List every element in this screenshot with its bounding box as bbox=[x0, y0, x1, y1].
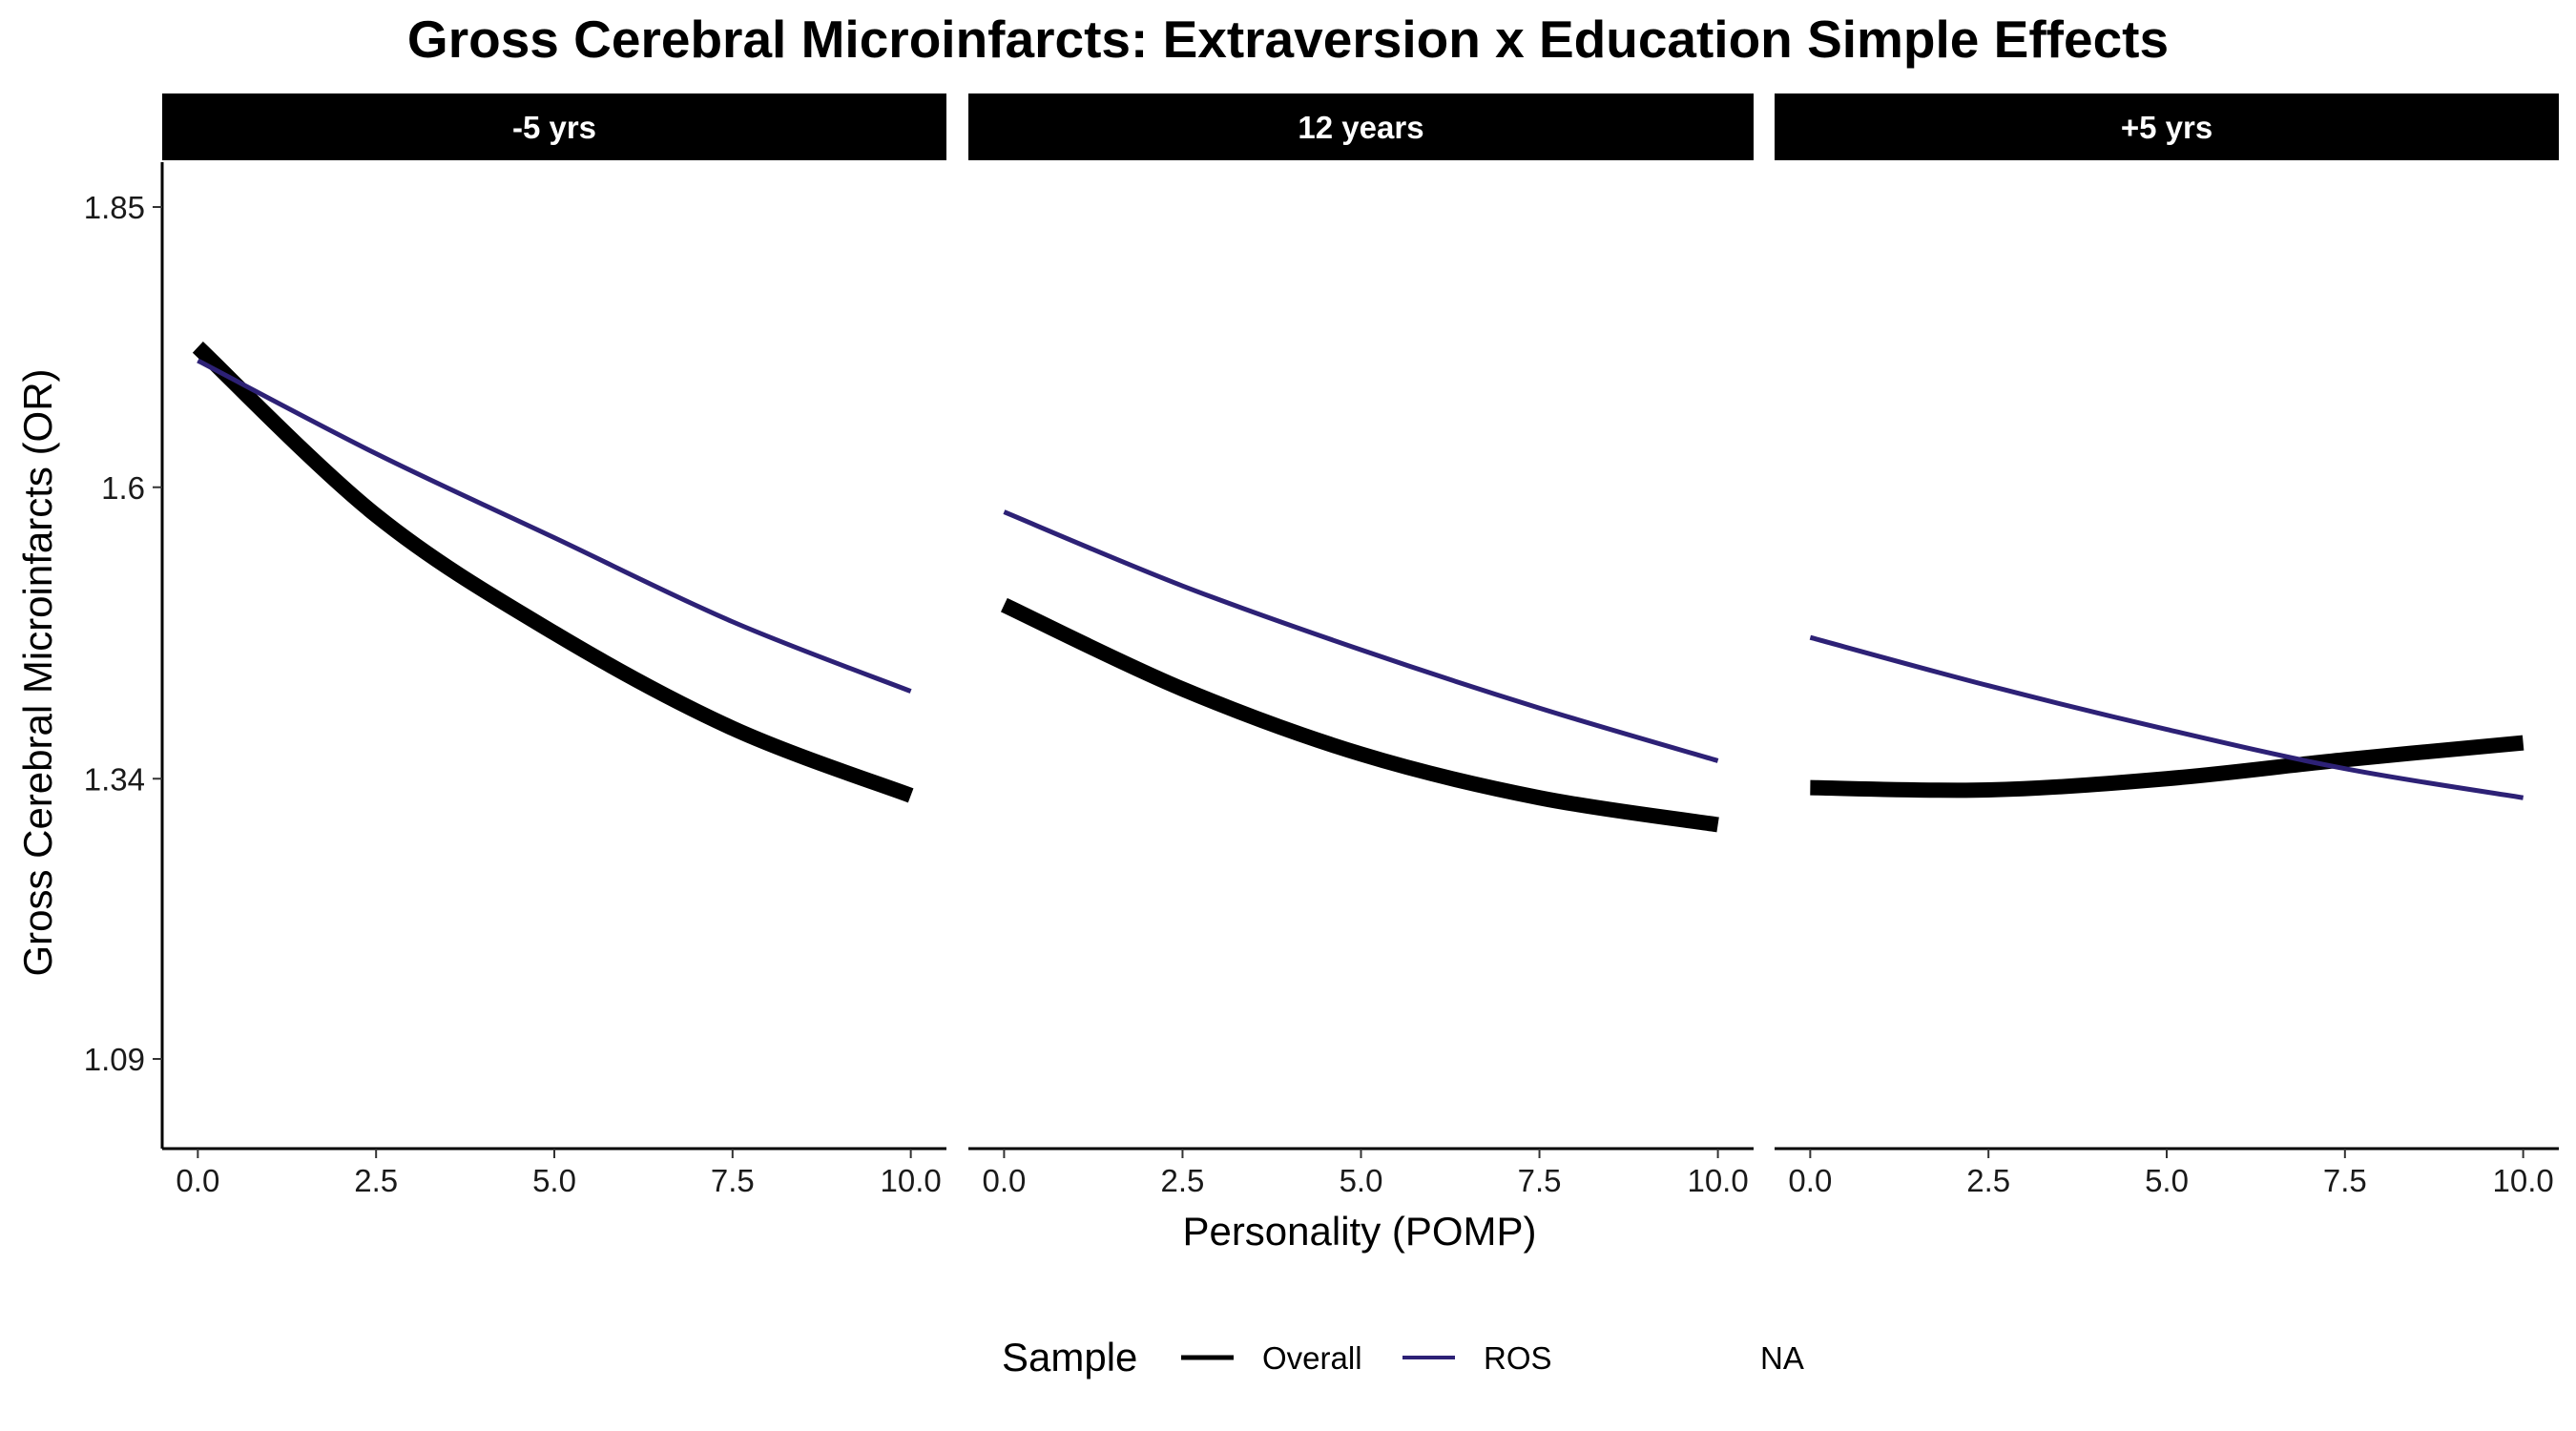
facet-strip-label: -5 yrs bbox=[512, 110, 596, 145]
y-tick-label: 1.09 bbox=[84, 1042, 145, 1077]
x-tick-label: 5.0 bbox=[532, 1163, 576, 1198]
x-tick-label: 7.5 bbox=[1518, 1163, 1562, 1198]
legend-label: Overall bbox=[1262, 1340, 1362, 1376]
facet-strip bbox=[968, 93, 1754, 160]
legend: Sample Overall ROS NA bbox=[1002, 1335, 1804, 1379]
legend-label: ROS bbox=[1484, 1340, 1552, 1376]
x-tick-label: 0.0 bbox=[176, 1163, 219, 1198]
legend-title: Sample bbox=[1002, 1335, 1137, 1379]
x-tick-label: 10.0 bbox=[881, 1163, 942, 1198]
x-tick-label: 10.0 bbox=[2493, 1163, 2554, 1198]
y-axis-title: Gross Cerebral Microinfarcts (OR) bbox=[15, 368, 60, 976]
x-tick-label: 7.5 bbox=[711, 1163, 755, 1198]
series-line-overall bbox=[1000, 597, 1719, 833]
panel-3: +5 yrs 0.0 2.5 5.0 7.5 10.0 bbox=[1775, 93, 2559, 1198]
series-line-ros bbox=[1809, 634, 2524, 800]
panel-1: -5 yrs 0.0 2.5 5.0 7.5 10.0 bbox=[162, 93, 946, 1198]
facet-strip-label: 12 years bbox=[1298, 110, 1423, 145]
panel-2: 12 years 0.0 2.5 5.0 7.5 10.0 bbox=[968, 93, 1754, 1198]
x-tick-label: 2.5 bbox=[1161, 1163, 1205, 1198]
x-tick-label: 7.5 bbox=[2323, 1163, 2367, 1198]
facet-strip bbox=[162, 93, 946, 160]
series-line-ros bbox=[197, 358, 912, 694]
x-tick-label: 5.0 bbox=[2145, 1163, 2189, 1198]
x-axis-title: Personality (POMP) bbox=[1182, 1209, 1536, 1254]
chart-title: Gross Cerebral Microinfarcts: Extraversi… bbox=[407, 10, 2169, 69]
x-tick-label: 10.0 bbox=[1687, 1163, 1748, 1198]
y-axis: 1.09 1.34 1.6 1.85 bbox=[84, 162, 164, 1149]
x-tick-label: 5.0 bbox=[1340, 1163, 1383, 1198]
y-tick-label: 1.85 bbox=[84, 190, 145, 225]
legend-label: NA bbox=[1760, 1340, 1804, 1376]
x-tick-label: 0.0 bbox=[982, 1163, 1026, 1198]
series-line-overall bbox=[1810, 735, 2524, 798]
y-tick-label: 1.6 bbox=[101, 470, 145, 506]
facet-strip-label: +5 yrs bbox=[2121, 110, 2212, 145]
y-tick-label: 1.34 bbox=[84, 761, 145, 797]
series-line-ros bbox=[1003, 509, 1719, 763]
x-tick-label: 2.5 bbox=[1966, 1163, 2010, 1198]
panels: -5 yrs 0.0 2.5 5.0 7.5 10.0 12 years 0.0 2.5 5.0 7… bbox=[162, 93, 2559, 1198]
series-line-overall bbox=[192, 342, 914, 803]
x-tick-label: 0.0 bbox=[1788, 1163, 1832, 1198]
x-tick-label: 2.5 bbox=[354, 1163, 398, 1198]
facet-strip bbox=[1775, 93, 2559, 160]
